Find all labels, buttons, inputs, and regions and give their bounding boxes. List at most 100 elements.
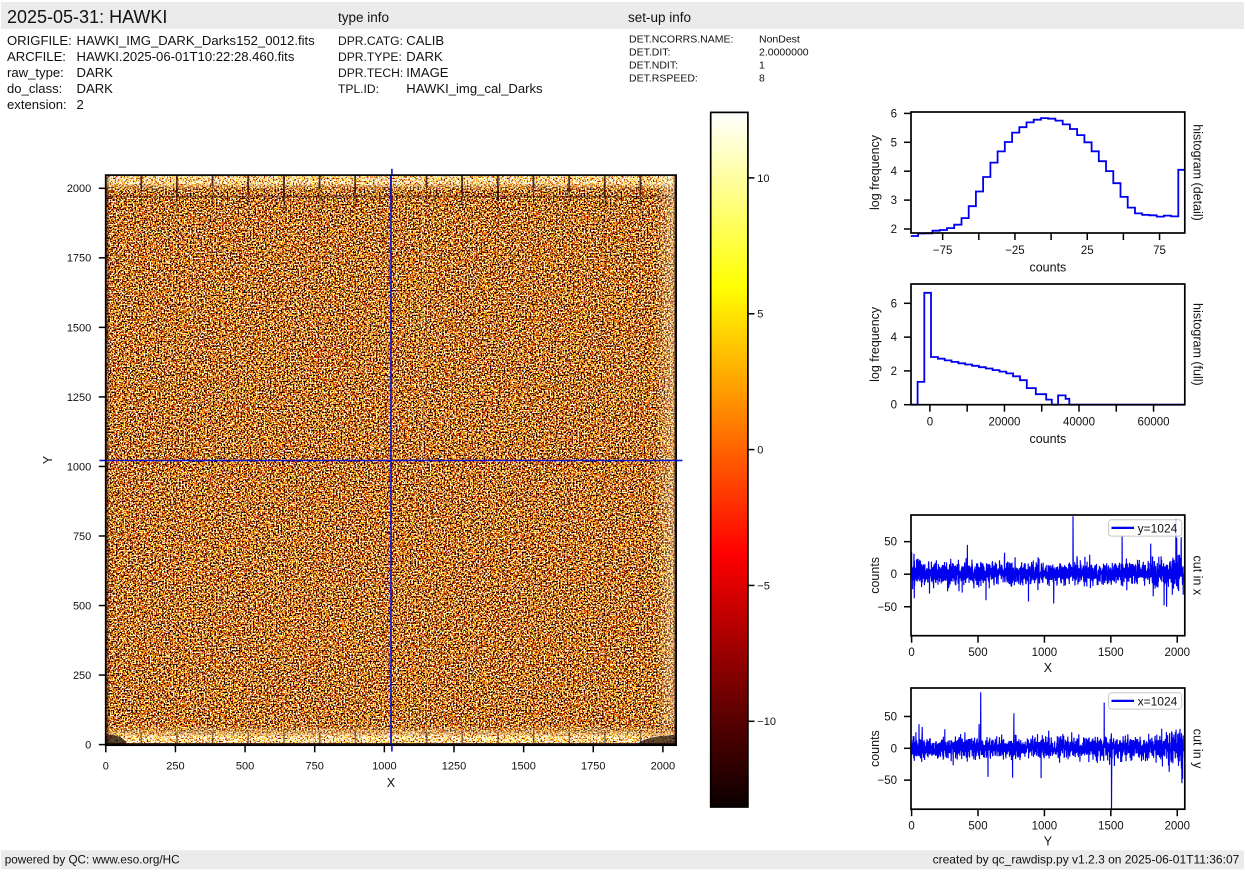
svg-text:10: 10 xyxy=(757,173,769,185)
svg-text:0: 0 xyxy=(103,760,109,772)
svg-text:1000: 1000 xyxy=(1032,821,1058,833)
svg-text:NonDest: NonDest xyxy=(759,34,800,46)
svg-text:DARK: DARK xyxy=(406,49,443,64)
svg-text:4: 4 xyxy=(891,332,898,344)
svg-text:50: 50 xyxy=(884,711,897,723)
svg-text:−50: −50 xyxy=(877,602,897,614)
svg-text:−75: −75 xyxy=(933,245,953,257)
svg-text:0: 0 xyxy=(757,445,763,457)
svg-text:750: 750 xyxy=(73,531,91,543)
svg-text:Y: Y xyxy=(1044,835,1053,849)
svg-text:DARK: DARK xyxy=(77,65,114,80)
svg-text:IMAGE: IMAGE xyxy=(406,65,448,80)
svg-text:1000: 1000 xyxy=(1032,647,1058,659)
svg-text:0: 0 xyxy=(908,647,914,659)
svg-text:type info: type info xyxy=(338,10,389,25)
svg-text:HAWKI_IMG_DARK_Darks152_0012.f: HAWKI_IMG_DARK_Darks152_0012.fits xyxy=(77,33,316,48)
svg-text:2: 2 xyxy=(891,224,897,236)
svg-text:extension:: extension: xyxy=(7,97,67,112)
svg-text:DPR.TECH:: DPR.TECH: xyxy=(338,66,403,80)
svg-text:20000: 20000 xyxy=(988,417,1020,429)
svg-text:counts: counts xyxy=(1029,432,1066,446)
svg-text:HAWKI_img_cal_Darks: HAWKI_img_cal_Darks xyxy=(406,81,543,96)
svg-text:2000: 2000 xyxy=(1164,821,1190,833)
svg-text:1500: 1500 xyxy=(1098,821,1124,833)
svg-text:TPL.ID:: TPL.ID: xyxy=(338,82,379,96)
svg-text:ORIGFILE:: ORIGFILE: xyxy=(7,33,72,48)
svg-text:40000: 40000 xyxy=(1063,417,1095,429)
svg-text:1750: 1750 xyxy=(581,760,605,772)
svg-text:1000: 1000 xyxy=(372,760,396,772)
svg-text:0: 0 xyxy=(891,569,897,581)
svg-text:250: 250 xyxy=(73,670,91,682)
svg-text:5: 5 xyxy=(891,137,897,149)
svg-text:X: X xyxy=(1044,661,1053,675)
svg-text:Y: Y xyxy=(41,455,55,464)
svg-text:HAWKI.2025-06-01T10:22:28.460.: HAWKI.2025-06-01T10:22:28.460.fits xyxy=(77,49,295,64)
svg-text:−25: −25 xyxy=(1005,245,1025,257)
svg-text:DET.NDIT:: DET.NDIT: xyxy=(629,60,678,72)
svg-text:DPR.TYPE:: DPR.TYPE: xyxy=(338,50,402,64)
svg-text:DPR.CATG:: DPR.CATG: xyxy=(338,34,403,48)
svg-text:2025-05-31: HAWKI: 2025-05-31: HAWKI xyxy=(7,7,167,27)
svg-text:counts: counts xyxy=(868,557,882,594)
svg-text:500: 500 xyxy=(73,600,91,612)
svg-text:500: 500 xyxy=(236,760,254,772)
svg-text:DARK: DARK xyxy=(77,81,114,96)
svg-text:2000: 2000 xyxy=(1164,647,1190,659)
svg-text:1750: 1750 xyxy=(67,253,91,265)
svg-text:0: 0 xyxy=(891,400,897,412)
svg-text:500: 500 xyxy=(968,647,987,659)
svg-text:counts: counts xyxy=(1029,261,1066,275)
svg-text:1500: 1500 xyxy=(511,760,535,772)
svg-text:y=1024: y=1024 xyxy=(1138,522,1178,536)
svg-text:60000: 60000 xyxy=(1138,417,1170,429)
svg-text:500: 500 xyxy=(968,821,987,833)
svg-text:1000: 1000 xyxy=(67,461,91,473)
svg-text:8: 8 xyxy=(759,73,765,85)
svg-text:powered by QC: www.eso.org/HC: powered by QC: www.eso.org/HC xyxy=(5,854,180,867)
svg-text:0: 0 xyxy=(908,821,914,833)
svg-text:ARCFILE:: ARCFILE: xyxy=(7,49,66,64)
svg-text:2.0000000: 2.0000000 xyxy=(759,47,809,59)
svg-text:25: 25 xyxy=(1081,245,1094,257)
svg-text:0: 0 xyxy=(891,743,897,755)
svg-text:DET.DIT:: DET.DIT: xyxy=(629,47,670,59)
svg-text:2: 2 xyxy=(891,366,897,378)
svg-text:DET.NCORRS.NAME:: DET.NCORRS.NAME: xyxy=(629,34,733,46)
svg-text:3: 3 xyxy=(891,195,897,207)
svg-text:1500: 1500 xyxy=(1098,647,1124,659)
svg-text:DET.RSPEED:: DET.RSPEED: xyxy=(629,73,698,85)
svg-text:histogram (detail): histogram (detail) xyxy=(1191,124,1205,221)
svg-text:2000: 2000 xyxy=(67,183,91,195)
svg-text:histogram (full): histogram (full) xyxy=(1191,303,1205,386)
svg-text:−10: −10 xyxy=(757,716,776,728)
svg-text:0: 0 xyxy=(927,417,933,429)
svg-text:2000: 2000 xyxy=(651,760,675,772)
svg-text:set-up info: set-up info xyxy=(628,10,691,25)
svg-text:−5: −5 xyxy=(757,580,770,592)
svg-text:1: 1 xyxy=(759,60,765,72)
svg-text:4: 4 xyxy=(891,166,898,178)
svg-text:−50: −50 xyxy=(877,775,897,787)
svg-text:counts: counts xyxy=(868,730,882,767)
svg-text:log frequency: log frequency xyxy=(868,134,882,210)
svg-text:6: 6 xyxy=(891,298,897,310)
svg-text:log frequency: log frequency xyxy=(868,306,882,382)
svg-text:raw_type:: raw_type: xyxy=(7,65,64,80)
svg-text:X: X xyxy=(387,776,396,790)
svg-text:do_class:: do_class: xyxy=(7,81,62,96)
svg-text:created by qc_rawdisp.py v1.2.: created by qc_rawdisp.py v1.2.3 on 2025-… xyxy=(933,853,1240,867)
svg-text:50: 50 xyxy=(884,537,897,549)
svg-text:5: 5 xyxy=(757,309,763,321)
svg-text:cut in x: cut in x xyxy=(1191,556,1205,596)
svg-text:75: 75 xyxy=(1153,245,1166,257)
svg-text:1500: 1500 xyxy=(67,322,91,334)
svg-text:0: 0 xyxy=(85,740,91,752)
svg-text:x=1024: x=1024 xyxy=(1138,695,1178,709)
svg-text:CALIB: CALIB xyxy=(406,33,444,48)
svg-text:1250: 1250 xyxy=(442,760,466,772)
svg-text:6: 6 xyxy=(891,108,897,120)
svg-text:1250: 1250 xyxy=(67,392,91,404)
svg-text:750: 750 xyxy=(306,760,324,772)
